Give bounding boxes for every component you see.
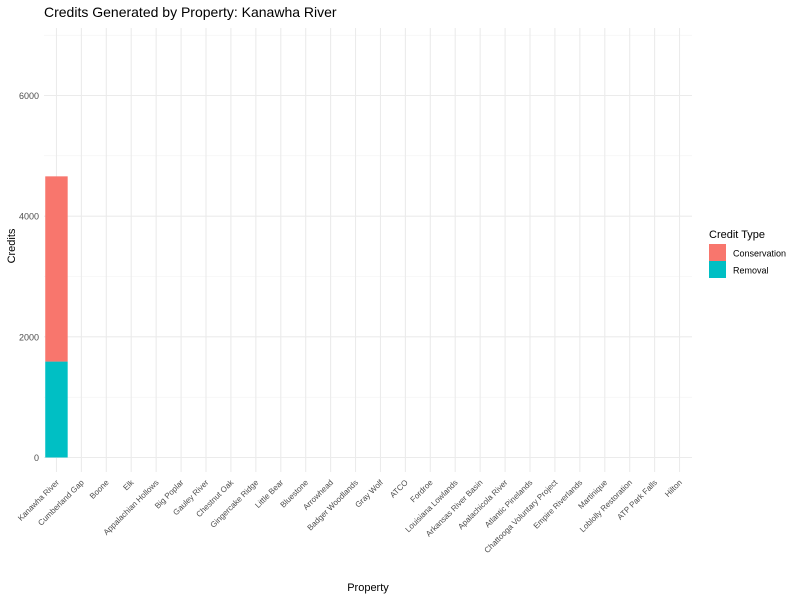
chart-title: Credits Generated by Property: Kanawha R… xyxy=(44,4,337,20)
y-tick-label: 2000 xyxy=(19,332,39,342)
legend-label-removal: Removal xyxy=(733,266,769,276)
legend-swatch-removal xyxy=(709,261,726,278)
x-tick-label: Kanawha River xyxy=(16,478,61,523)
x-axis-label: Property xyxy=(347,582,389,594)
legend-items: Conservation Removal xyxy=(709,244,786,278)
grid xyxy=(44,28,692,472)
y-tick-label: 4000 xyxy=(19,212,39,222)
y-axis-label: Credits xyxy=(6,228,18,263)
bar-conservation xyxy=(45,176,68,362)
x-tick-label: Elk xyxy=(121,477,136,492)
legend-swatch-conservation xyxy=(709,244,726,261)
x-tick-label: Boone xyxy=(88,478,111,501)
y-axis-ticks: 0 2000 4000 6000 xyxy=(19,91,39,463)
y-tick-label: 0 xyxy=(34,453,39,463)
legend-label-conservation: Conservation xyxy=(733,249,786,259)
x-tick-label: Gray Wolf xyxy=(353,478,385,510)
x-tick-label: ATCO xyxy=(388,478,410,500)
x-tick-label: Hilton xyxy=(663,478,684,499)
legend-title: Credit Type xyxy=(709,229,765,241)
bar-removal xyxy=(45,361,68,458)
x-tick-label: Cumberland Gap xyxy=(36,478,86,528)
bars xyxy=(45,176,68,458)
y-tick-label: 6000 xyxy=(19,91,39,101)
legend: Credit Type Conservation Removal xyxy=(709,229,786,278)
